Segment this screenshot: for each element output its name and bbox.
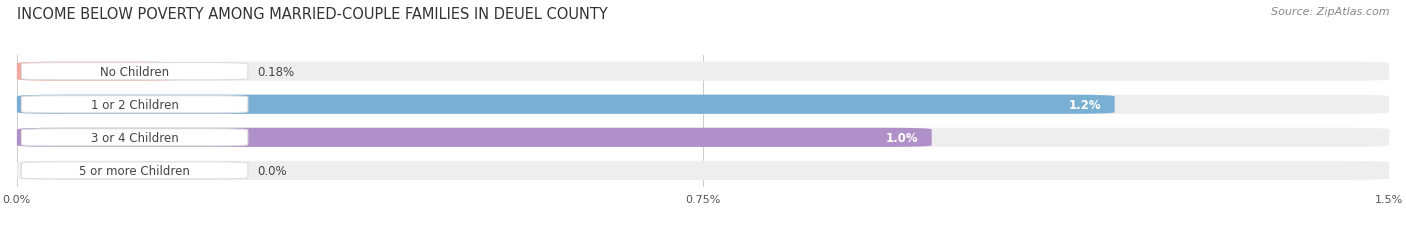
FancyBboxPatch shape [17,95,1115,114]
FancyBboxPatch shape [21,63,247,80]
FancyBboxPatch shape [17,161,1389,180]
Text: 1.0%: 1.0% [886,131,918,144]
FancyBboxPatch shape [17,62,181,82]
Text: 1 or 2 Children: 1 or 2 Children [91,98,179,111]
Text: Source: ZipAtlas.com: Source: ZipAtlas.com [1271,7,1389,17]
FancyBboxPatch shape [21,162,247,179]
Text: No Children: No Children [100,65,169,78]
FancyBboxPatch shape [17,128,932,147]
FancyBboxPatch shape [17,62,1389,82]
FancyBboxPatch shape [17,128,1389,147]
Text: INCOME BELOW POVERTY AMONG MARRIED-COUPLE FAMILIES IN DEUEL COUNTY: INCOME BELOW POVERTY AMONG MARRIED-COUPL… [17,7,607,22]
FancyBboxPatch shape [21,129,247,146]
FancyBboxPatch shape [17,95,1389,114]
FancyBboxPatch shape [21,96,247,113]
Text: 3 or 4 Children: 3 or 4 Children [91,131,179,144]
Text: 5 or more Children: 5 or more Children [79,164,190,177]
Text: 1.2%: 1.2% [1069,98,1101,111]
Text: 0.0%: 0.0% [257,164,287,177]
Text: 0.18%: 0.18% [257,65,294,78]
